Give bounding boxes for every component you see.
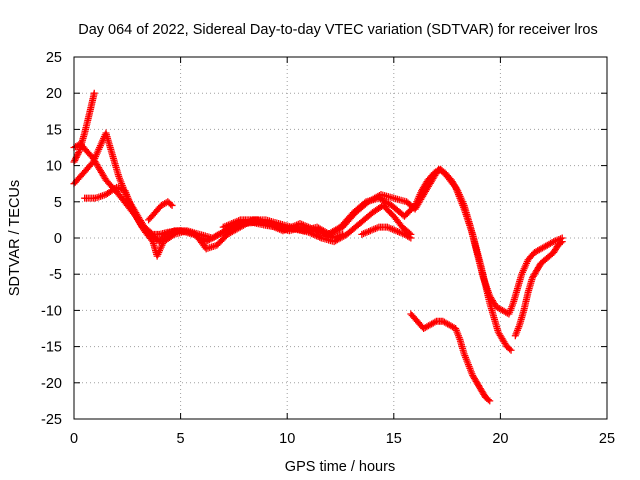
series-trace-7: [358, 223, 415, 242]
data-point: [168, 201, 176, 209]
chart-title: Day 064 of 2022, Sidereal Day-to-day VTE…: [78, 22, 598, 38]
series-trace-6: [219, 216, 347, 242]
y-tick-label: 20: [46, 86, 62, 102]
data-point: [484, 396, 492, 404]
series-trace-8: [511, 238, 566, 340]
y-tick-label: -25: [41, 412, 62, 428]
y-axis-label: SDTVAR / TECUs: [7, 180, 23, 296]
y-tick-label: -5: [49, 267, 62, 283]
series-trace-5: [145, 198, 176, 224]
data-point: [405, 233, 413, 241]
data-point: [407, 234, 415, 242]
data-point: [558, 238, 566, 246]
y-tick-label: 0: [54, 231, 62, 247]
y-tick-label: 5: [54, 195, 62, 211]
x-tick-label: 0: [70, 431, 78, 447]
data-point: [548, 239, 556, 247]
data-point: [167, 200, 175, 208]
data-point: [486, 397, 494, 405]
y-tick-label: -15: [41, 340, 62, 356]
data-point: [557, 239, 565, 247]
x-tick-label: 20: [492, 431, 508, 447]
data-point: [507, 346, 515, 354]
y-tick-label: -20: [41, 376, 62, 392]
y-tick-label: 10: [46, 159, 62, 175]
data-points: [70, 89, 566, 405]
series-trace-3: [70, 89, 98, 166]
data-point: [75, 149, 83, 157]
series-trace-9: [407, 310, 494, 405]
data-point: [316, 233, 324, 241]
data-point: [339, 230, 347, 238]
series-trace-4: [81, 165, 566, 318]
axis-ticks: 0 5 10 15 20 25 -25 -20 -15 -10 -5 0 5 10 15 20 25: [41, 50, 615, 447]
y-tick-label: -10: [41, 303, 62, 319]
data-point: [71, 156, 79, 164]
x-tick-label: 5: [177, 431, 185, 447]
data-point: [72, 155, 80, 163]
data-point: [90, 89, 98, 97]
y-tick-label: 25: [46, 50, 62, 66]
x-tick-label: 10: [279, 431, 295, 447]
x-axis-label: GPS time / hours: [285, 459, 395, 475]
x-tick-label: 15: [386, 431, 402, 447]
data-point: [431, 318, 439, 326]
data-point: [74, 150, 82, 158]
data-point: [73, 152, 81, 160]
y-tick-label: 15: [46, 122, 62, 138]
x-tick-label: 25: [599, 431, 615, 447]
data-point: [506, 345, 514, 353]
